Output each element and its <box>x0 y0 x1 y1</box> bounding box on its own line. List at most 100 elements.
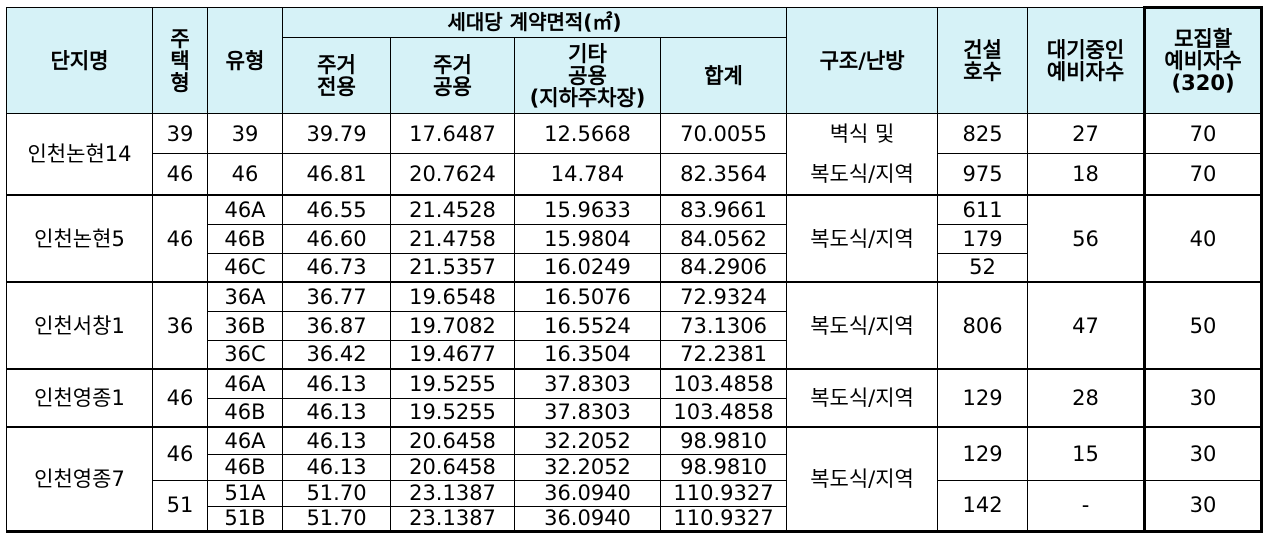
complex-name: 인천서창1 <box>6 281 153 370</box>
type-cell: 46 <box>207 153 283 197</box>
total-cell: 110.9327 <box>659 479 788 507</box>
total-cell: 103.4858 <box>659 397 788 428</box>
built-units-cell: 129 <box>937 368 1029 428</box>
total-cell: 103.4858 <box>659 368 788 399</box>
waiting-cell: 56 <box>1027 194 1146 283</box>
waiting-cell: 27 <box>1027 112 1146 155</box>
res-common-cell: 19.5255 <box>390 397 515 428</box>
type-cell: 46C <box>207 252 283 283</box>
type-cell: 51B <box>207 505 283 533</box>
res-exclusive-cell: 39.79 <box>282 112 391 155</box>
res-exclusive-cell: 46.13 <box>282 453 391 481</box>
type-cell: 46A <box>207 368 283 399</box>
total-cell: 72.2381 <box>659 339 788 370</box>
type-cell: 46B <box>207 453 283 481</box>
res-common-cell: 21.4528 <box>390 194 515 225</box>
type-cell: 46A <box>207 426 283 455</box>
built-units-cell: 142 <box>937 479 1029 533</box>
total-cell: 73.1306 <box>659 310 788 341</box>
waiting-cell: - <box>1027 479 1146 533</box>
type-cell: 46A <box>207 194 283 225</box>
complex-name: 인천논현14 <box>6 113 153 196</box>
type-cell: 36B <box>207 310 283 341</box>
built-units-cell: 179 <box>937 223 1029 254</box>
built-units-cell: 52 <box>937 252 1029 283</box>
structure-cell: 복도식/지역 <box>786 194 939 283</box>
recruit-cell: 30 <box>1143 368 1264 428</box>
recruit-cell: 30 <box>1143 479 1264 533</box>
total-cell: 70.0055 <box>659 112 788 155</box>
type-cell: 51A <box>207 479 283 507</box>
type-cell: 36A <box>207 281 283 312</box>
housing-type-cell: 46 <box>152 368 208 428</box>
waiting-cell: 28 <box>1027 368 1146 428</box>
header-complex: 단지명 <box>6 7 153 114</box>
complex-name: 인천영종1 <box>6 368 153 428</box>
waiting-cell: 15 <box>1027 426 1146 481</box>
header-res-exclusive: 주거 전용 <box>282 37 391 114</box>
res-common-cell: 21.4758 <box>390 223 515 254</box>
other-common-cell: 37.8303 <box>514 397 661 428</box>
recruit-cell: 30 <box>1143 426 1264 481</box>
type-cell: 46B <box>207 397 283 428</box>
header-built-units: 건설 호수 <box>937 7 1029 114</box>
header-other-common: 기타 공용 (지하주차장) <box>514 37 661 114</box>
res-common-cell: 19.4677 <box>390 339 515 370</box>
other-common-cell: 16.0249 <box>514 252 661 283</box>
res-exclusive-cell: 46.13 <box>282 368 391 399</box>
waiting-cell: 18 <box>1027 153 1146 197</box>
res-common-cell: 21.5357 <box>390 252 515 283</box>
header-waiting: 대기중인 예비자수 <box>1027 7 1146 114</box>
structure-cell: 복도식/지역 <box>786 281 939 370</box>
header-total: 합계 <box>659 37 788 114</box>
housing-type-cell: 36 <box>152 281 208 370</box>
header-housing-type: 주 택 형 <box>152 7 208 114</box>
other-common-cell: 16.5524 <box>514 310 661 341</box>
res-common-cell: 20.6458 <box>390 426 515 455</box>
other-common-cell: 15.9804 <box>514 223 661 254</box>
total-cell: 82.3564 <box>659 153 788 197</box>
other-common-cell: 16.3504 <box>514 339 661 370</box>
housing-type-cell: 39 <box>152 112 208 155</box>
structure-cell: 복도식/지역 <box>786 368 939 428</box>
total-cell: 84.0562 <box>659 223 788 254</box>
housing-type-cell: 46 <box>152 194 208 283</box>
total-cell: 110.9327 <box>659 505 788 533</box>
type-cell: 36C <box>207 339 283 370</box>
total-cell: 83.9661 <box>659 194 788 225</box>
contract-area-table: 단지명 주 택 형 유형 세대당 계약면적(㎡) 구조/난방 건설 호수 대기중… <box>6 6 1264 533</box>
res-common-cell: 20.6458 <box>390 453 515 481</box>
header-structure: 구조/난방 <box>786 7 939 114</box>
res-exclusive-cell: 46.55 <box>282 194 391 225</box>
res-common-cell: 19.5255 <box>390 368 515 399</box>
built-units-cell: 825 <box>937 112 1029 155</box>
res-common-cell: 20.7624 <box>390 153 515 197</box>
waiting-cell: 47 <box>1027 281 1146 370</box>
res-exclusive-cell: 36.42 <box>282 339 391 370</box>
other-common-cell: 32.2052 <box>514 426 661 455</box>
res-exclusive-cell: 46.81 <box>282 153 391 197</box>
housing-type-cell: 51 <box>152 479 208 533</box>
total-cell: 84.2906 <box>659 252 788 283</box>
complex-name: 인천논현5 <box>6 194 153 283</box>
header-type: 유형 <box>207 7 283 114</box>
header-res-common: 주거 공용 <box>390 37 515 114</box>
res-common-cell: 23.1387 <box>390 479 515 507</box>
res-common-cell: 17.6487 <box>390 112 515 155</box>
recruit-cell: 50 <box>1143 281 1264 370</box>
other-common-cell: 12.5668 <box>514 112 661 155</box>
res-common-cell: 19.7082 <box>390 310 515 341</box>
built-units-cell: 975 <box>937 153 1029 197</box>
recruit-cell: 70 <box>1143 153 1264 197</box>
other-common-cell: 36.0940 <box>514 505 661 533</box>
res-common-cell: 19.6548 <box>390 281 515 312</box>
total-cell: 98.9810 <box>659 426 788 455</box>
other-common-cell: 37.8303 <box>514 368 661 399</box>
type-cell: 39 <box>207 112 283 155</box>
built-units-cell: 806 <box>937 281 1029 370</box>
res-common-cell: 23.1387 <box>390 505 515 533</box>
built-units-cell: 129 <box>937 426 1029 481</box>
structure-cell: 복도식/지역 <box>786 426 939 533</box>
res-exclusive-cell: 51.70 <box>282 479 391 507</box>
housing-type-cell: 46 <box>152 426 208 481</box>
